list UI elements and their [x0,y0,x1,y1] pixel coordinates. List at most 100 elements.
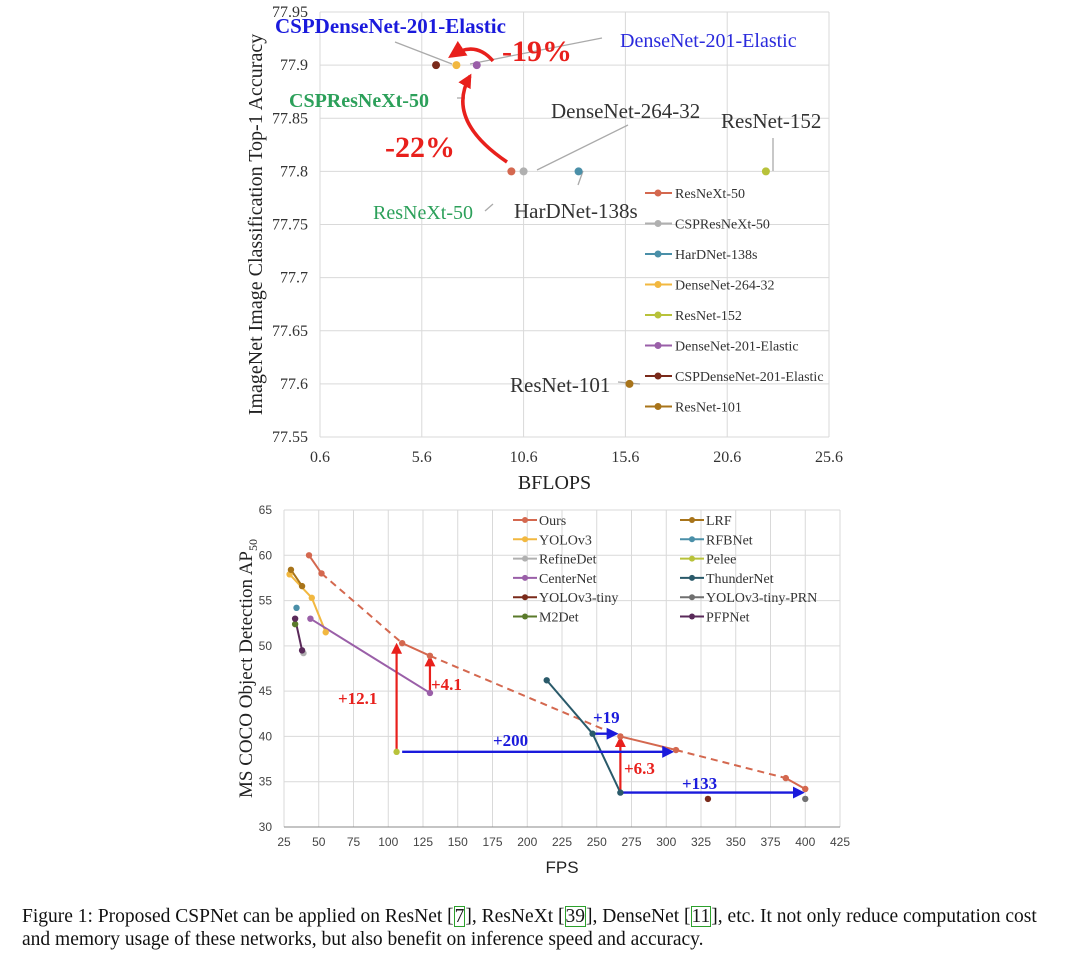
legend-item-hardnet-138s: HarDNet-138s [645,248,757,263]
point-thundernet [589,730,596,737]
legend-item-cspresnext-50: CSPResNeXt-50 [645,218,770,233]
legend-swatch-marker [522,555,528,562]
point-ours [318,570,325,577]
legend-item-m2det: M2Det [513,611,579,626]
legend-item-densenet-264-32: DenseNet-264-32 [645,279,775,294]
series-line-centernet [309,617,431,694]
x-axis-title: FPS [545,858,578,877]
point-ours [802,785,809,793]
arrow-neg19 [448,40,495,63]
legend-label: CenterNet [539,572,597,587]
legend-item-pfpnet: PFPNet [680,611,750,626]
legend-swatch-marker [654,403,662,410]
legend-swatch-marker [654,189,662,197]
annotation-cspresnext-50: CSPResNeXt-50 [289,90,429,112]
legend-item-resnet-101: ResNet-101 [645,401,742,416]
point-m2det [291,620,299,628]
legend-label: YOLOv3 [539,533,592,548]
point-centernet [307,615,314,622]
y-tick-label: 77.55 [272,429,308,446]
series-line-lrf [290,569,303,587]
point-lrf [287,566,295,573]
y-axis-title-subscript: 50 [246,539,260,551]
x-tick-label: 150 [448,835,468,849]
legend-label: DenseNet-264-32 [675,279,775,294]
x-tick-label: 300 [656,835,676,849]
point-ours [672,746,680,754]
citation-link-resnext[interactable]: 39 [564,906,587,927]
x-tick-label: 250 [587,835,607,849]
annotation-200: +200 [493,731,528,750]
legend-label: DenseNet-201-Elastic [675,340,799,355]
x-tick-label: 100 [378,835,398,849]
annotation-resnext-50: ResNeXt-50 [373,202,473,224]
point-rfbnet [293,604,300,612]
y-tick-label: 77.7 [280,270,308,287]
point-yolov3 [308,594,315,602]
legend-label: RFBNet [706,533,753,548]
y-tick-label: 77.95 [272,4,308,21]
arrow-neg22 [458,73,508,164]
legend-label: CSPDenseNet-201-Elastic [675,370,824,385]
caption-suffix: ], etc. It not only reduce computation c… [22,906,1037,950]
y-tick-label: 45 [259,684,273,698]
series-line-ours [308,554,323,574]
x-tick-label: 400 [795,835,815,849]
point-thundernet [617,789,624,796]
y-tick-label: 77.6 [280,376,308,393]
series-line-ours [620,735,677,751]
point-cspresnext-50 [519,167,528,176]
legend-swatch-marker [654,342,662,349]
series-line-ours-dashed [320,572,403,644]
citation-link-densenet[interactable]: 11 [690,906,712,927]
legend-label: LRF [706,514,732,529]
annotation-133: +133 [682,774,717,793]
point-pfpnet [291,615,299,622]
chart-ap-vs-fps: 30 35 40 45 50 55 60 65 25 50 75 100 125 150 175 200 225… [236,503,850,877]
legend-item-yolov3: YOLOv3 [513,533,592,548]
legend-swatch-marker [522,536,528,543]
x-tick-label: 20.6 [713,449,741,466]
legend-item-yolov3-tiny-prn: YOLOv3-tiny-PRN [680,591,817,606]
x-tick-label: 225 [552,835,572,849]
x-axis-title: BFLOPS [518,472,591,494]
x-tick-label: 375 [760,835,780,849]
point-hardnet-138s [574,167,583,176]
x-tick-label: 75 [347,835,361,849]
series-line-ours [785,777,806,790]
legend-swatch-marker [689,613,695,620]
annotation-22: -22% [385,131,455,164]
legend-item-yolov3-tiny: YOLOv3-tiny [513,591,618,606]
figure-caption: Figure 1: Proposed CSPNet can be applied… [22,905,1067,951]
legend-swatch-marker [522,613,528,620]
annotation-leader-line [484,203,494,212]
legend-swatch-marker [654,220,662,227]
legend-item-cspdensenet-201-elastic: CSPDenseNet-201-Elastic [645,370,824,385]
legend-label: Ours [539,514,566,529]
point-ours [617,733,624,740]
annotation-cspdensenet-201-elastic: CSPDenseNet-201-Elastic [275,14,506,38]
citation-link-resnet[interactable]: 7 [453,906,466,927]
annotation-6-3: +6.3 [624,759,655,778]
legend-swatch-marker [654,372,662,380]
legend-label: Pelee [706,553,736,568]
legend-item-thundernet: ThunderNet [680,572,774,587]
annotation-densenet-264-32: DenseNet-264-32 [551,99,700,123]
series-line-ours [401,642,431,657]
legend-item-centernet: CenterNet [513,572,597,587]
legend-swatch-marker [654,250,662,258]
x-tick-label: 200 [517,835,537,849]
legend-swatch-marker [689,594,695,601]
legend-item-pelee: Pelee [680,553,736,568]
annotation-4-1: +4.1 [431,675,462,694]
point-yolov3 [322,629,329,636]
series-line-ours-dashed [675,749,787,780]
y-tick-label: 77.8 [280,163,308,180]
legend-label: YOLOv3-tiny-PRN [706,591,817,606]
point-thundernet [543,677,550,684]
annotation-19: -19% [502,35,572,68]
legend-label: ResNeXt-50 [675,187,745,202]
x-tick-label: 175 [482,835,502,849]
legend-swatch-marker [689,517,695,523]
point-densenet-264-32 [452,61,461,70]
